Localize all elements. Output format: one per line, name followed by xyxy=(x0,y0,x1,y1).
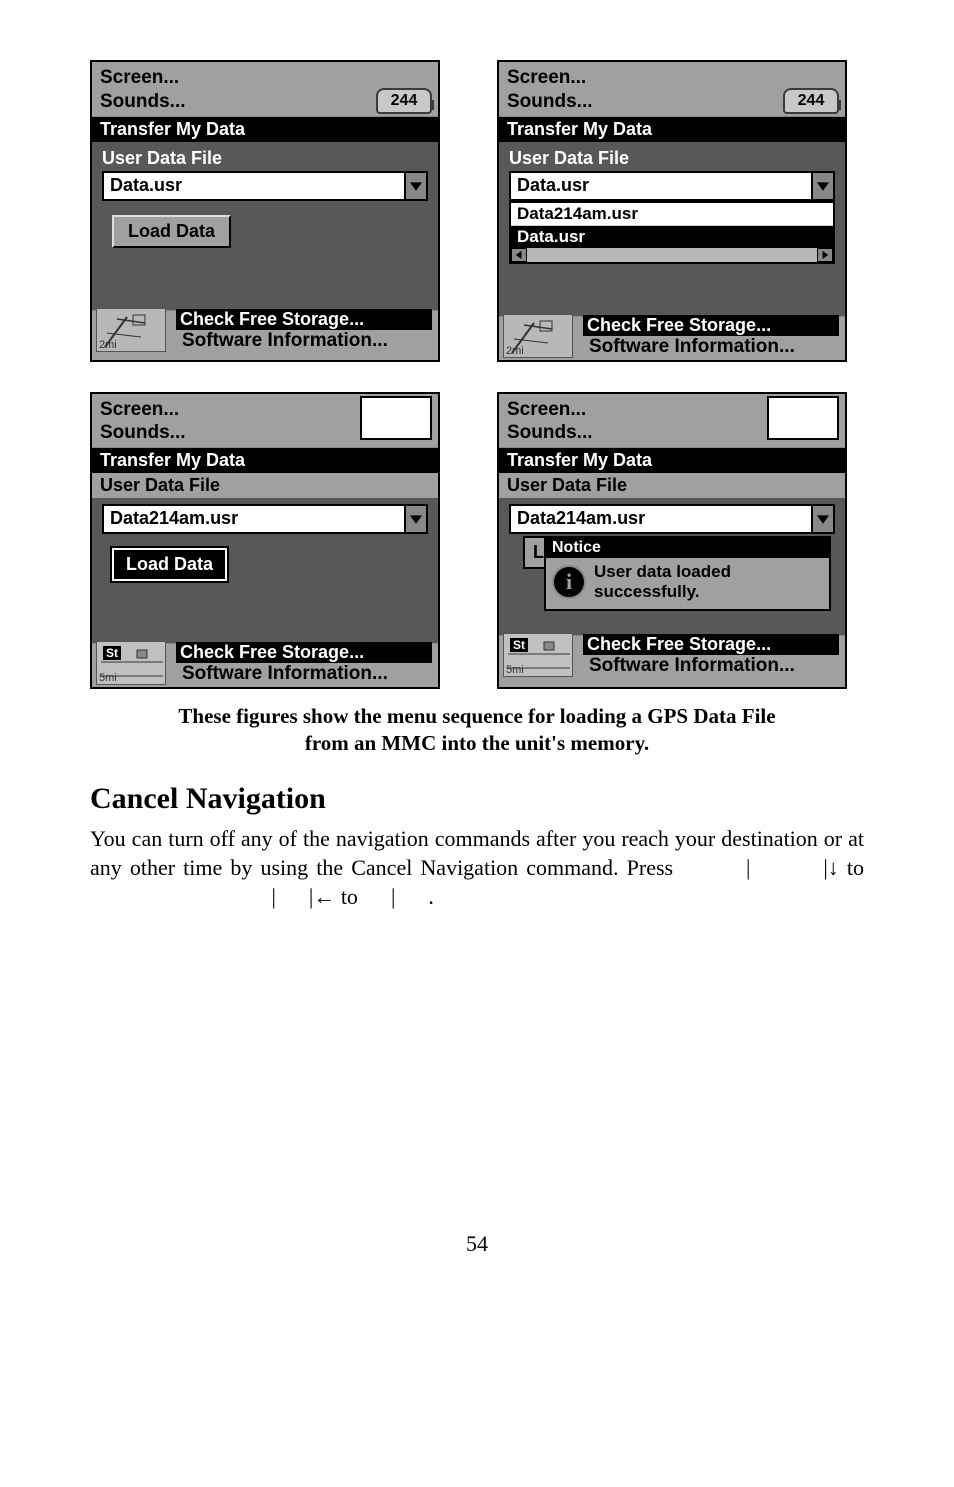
software-info-item[interactable]: Software Information... xyxy=(589,336,839,358)
horizontal-scrollbar[interactable] xyxy=(511,248,833,262)
blank-badge xyxy=(767,396,839,440)
top-menu: Screen... Sounds... xyxy=(92,394,438,448)
dropdown-value: Data.usr xyxy=(104,173,404,199)
mini-map-icon: 2mi xyxy=(96,308,166,352)
mini-map-icon: 2mi xyxy=(503,314,573,358)
user-data-label: User Data File xyxy=(92,473,438,498)
notice-title: Notice xyxy=(546,538,829,558)
top-menu: Screen... Sounds... 244 xyxy=(92,62,438,116)
map-scale: 5mi xyxy=(506,664,524,676)
spacer xyxy=(509,264,835,312)
dropdown-value: Data.usr xyxy=(511,173,811,199)
bottom-menu: Check Free Storage... Software Informati… xyxy=(499,635,845,679)
notice-body: i User data loaded successfully. xyxy=(546,558,829,609)
load-data-button-selected[interactable]: Load Data xyxy=(112,548,227,581)
spacer xyxy=(102,258,428,306)
menu-screen[interactable]: Screen... xyxy=(100,66,430,90)
spacer xyxy=(102,591,428,639)
blank-badge xyxy=(360,396,432,440)
chevron-down-icon[interactable] xyxy=(404,506,426,532)
file-dropdown[interactable]: Data214am.usr xyxy=(509,504,835,534)
chevron-down-icon[interactable] xyxy=(811,506,833,532)
gps-screen-3: Screen... Sounds... Transfer My Data Use… xyxy=(90,392,440,690)
file-dropdown[interactable]: Data214am.usr xyxy=(102,504,428,534)
info-icon: i xyxy=(552,565,586,599)
heading-badge: 244 xyxy=(783,88,839,114)
bottom-menu: Check Free Storage... Software Informati… xyxy=(499,316,845,360)
figure-caption: These figures show the menu sequence for… xyxy=(110,703,844,758)
check-free-item[interactable]: Check Free Storage... xyxy=(176,309,432,330)
chevron-down-icon[interactable] xyxy=(404,173,426,199)
transfer-header: Transfer My Data xyxy=(92,116,438,142)
gps-screen-4: Screen... Sounds... Transfer My Data Use… xyxy=(497,392,847,690)
transfer-header: Transfer My Data xyxy=(92,447,438,473)
down-arrow-icon: ↓ xyxy=(828,855,839,880)
software-info-item[interactable]: Software Information... xyxy=(182,330,432,352)
software-info-item[interactable]: Software Information... xyxy=(182,663,432,685)
mini-map-icon: St 5mi xyxy=(96,641,166,685)
dropdown-list: Data214am.usr Data.usr xyxy=(509,201,835,264)
transfer-header: Transfer My Data xyxy=(499,447,845,473)
check-free-item[interactable]: Check Free Storage... xyxy=(176,642,432,663)
top-menu: Screen... Sounds... 244 xyxy=(499,62,845,116)
bottom-menu: Check Free Storage... Software Informati… xyxy=(92,310,438,354)
map-scale: 2mi xyxy=(506,345,524,357)
gps-screen-2: Screen... Sounds... 244 Transfer My Data… xyxy=(497,60,847,362)
bottom-menu: Check Free Storage... Software Informati… xyxy=(92,643,438,687)
transfer-header: Transfer My Data xyxy=(499,116,845,142)
user-data-label: User Data File xyxy=(499,473,845,498)
map-scale: 5mi xyxy=(99,672,117,684)
section-heading: Cancel Navigation xyxy=(90,782,864,816)
check-free-item[interactable]: Check Free Storage... xyxy=(583,634,839,655)
panel: Data214am.usr Load Data xyxy=(92,498,438,643)
dropdown-value: Data214am.usr xyxy=(104,506,404,532)
user-data-label: User Data File xyxy=(102,148,428,169)
list-item[interactable]: Data214am.usr xyxy=(511,203,833,226)
panel: Data214am.usr L Notice i User data loade… xyxy=(499,498,845,635)
gps-screen-1: Screen... Sounds... 244 Transfer My Data… xyxy=(90,60,440,362)
software-info-item[interactable]: Software Information... xyxy=(589,655,839,677)
spacer xyxy=(509,617,835,631)
heading-badge: 244 xyxy=(376,88,432,114)
check-free-item[interactable]: Check Free Storage... xyxy=(583,315,839,336)
load-data-button[interactable]: Load Data xyxy=(112,215,231,248)
notice-text: User data loaded successfully. xyxy=(594,562,731,603)
map-scale: 2mi xyxy=(99,339,117,351)
notice-popup: Notice i User data loaded successfully. xyxy=(544,536,831,611)
menu-screen[interactable]: Screen... xyxy=(507,66,837,90)
scroll-left-icon[interactable] xyxy=(511,248,527,262)
list-item-selected[interactable]: Data.usr xyxy=(511,226,833,248)
mini-map-icon: St 5mi xyxy=(503,633,573,677)
figures-grid: Screen... Sounds... 244 Transfer My Data… xyxy=(90,60,864,689)
chevron-down-icon[interactable] xyxy=(811,173,833,199)
top-menu: Screen... Sounds... xyxy=(499,394,845,448)
file-dropdown[interactable]: Data.usr xyxy=(509,171,835,201)
file-dropdown[interactable]: Data.usr xyxy=(102,171,428,201)
body-paragraph: You can turn off any of the navigation c… xyxy=(90,824,864,911)
dropdown-value: Data214am.usr xyxy=(511,506,811,532)
user-data-label: User Data File xyxy=(509,148,835,169)
page-number: 54 xyxy=(90,1231,864,1257)
panel: User Data File Data.usr Load Data xyxy=(92,142,438,310)
scroll-right-icon[interactable] xyxy=(817,248,833,262)
left-arrow-icon: ← xyxy=(313,884,335,909)
panel: User Data File Data.usr Data214am.usr Da… xyxy=(499,142,845,316)
scroll-track[interactable] xyxy=(527,248,817,262)
